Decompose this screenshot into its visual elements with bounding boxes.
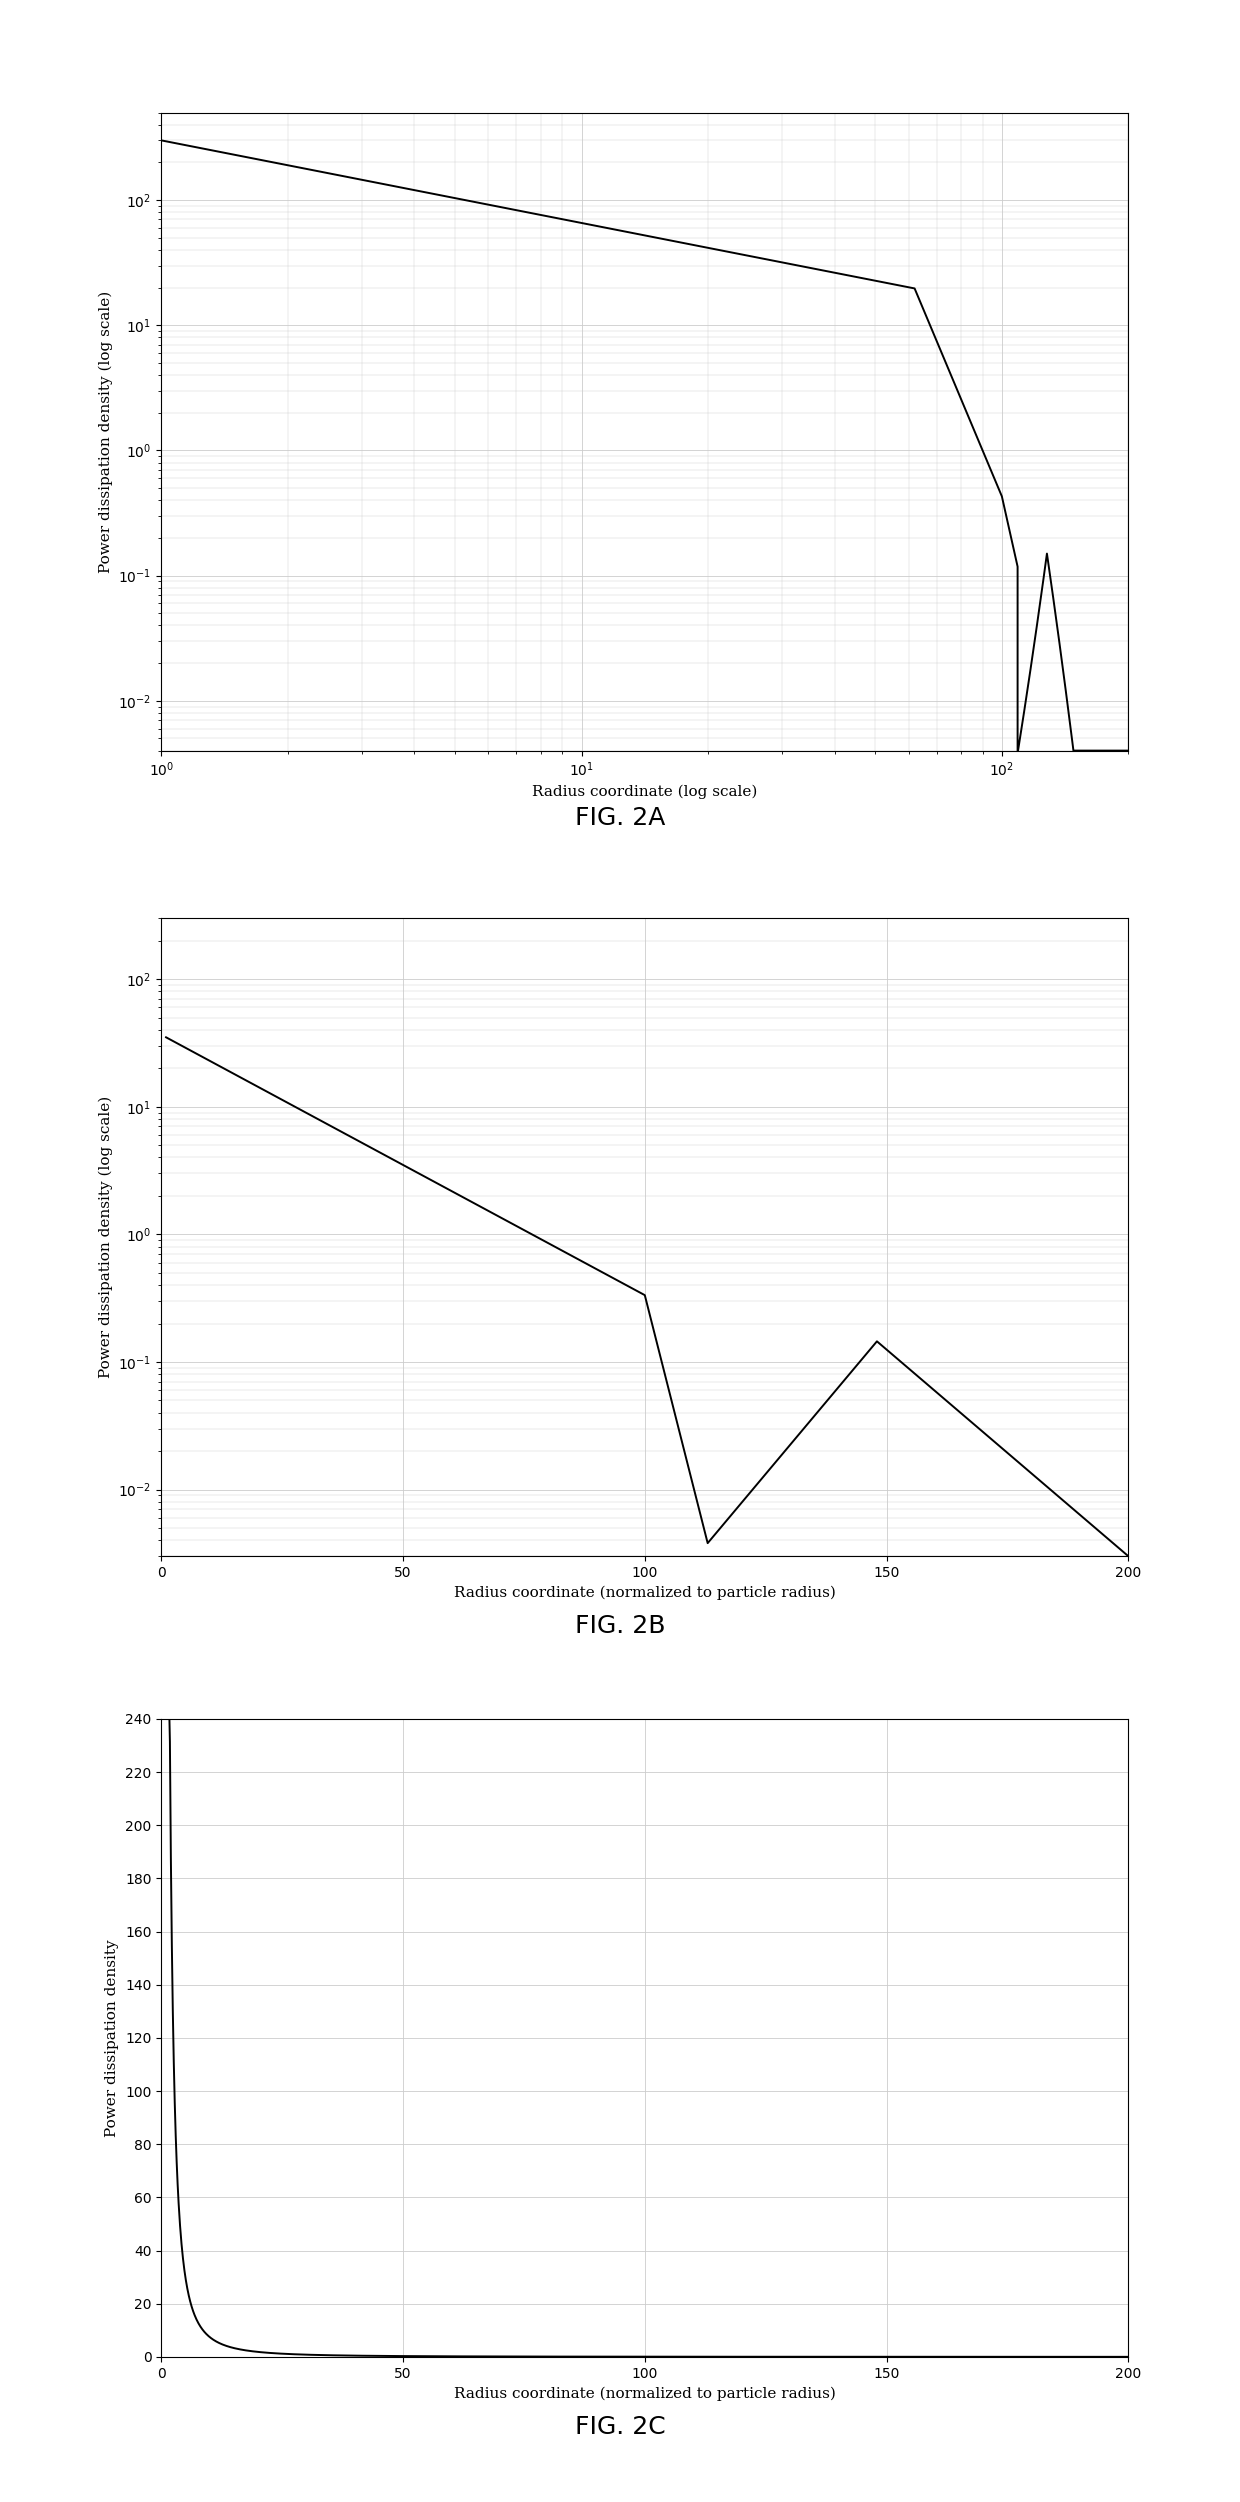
Text: FIG. 2C: FIG. 2C	[574, 2414, 666, 2439]
Y-axis label: Power dissipation density (log scale): Power dissipation density (log scale)	[98, 1096, 113, 1379]
X-axis label: Radius coordinate (normalized to particle radius): Radius coordinate (normalized to particl…	[454, 2387, 836, 2399]
X-axis label: Radius coordinate (log scale): Radius coordinate (log scale)	[532, 786, 758, 798]
Y-axis label: Power dissipation density (log scale): Power dissipation density (log scale)	[98, 290, 113, 573]
X-axis label: Radius coordinate (normalized to particle radius): Radius coordinate (normalized to particl…	[454, 1586, 836, 1599]
Text: FIG. 2B: FIG. 2B	[575, 1614, 665, 1639]
Text: FIG. 2A: FIG. 2A	[575, 806, 665, 831]
Y-axis label: Power dissipation density: Power dissipation density	[105, 1939, 119, 2137]
